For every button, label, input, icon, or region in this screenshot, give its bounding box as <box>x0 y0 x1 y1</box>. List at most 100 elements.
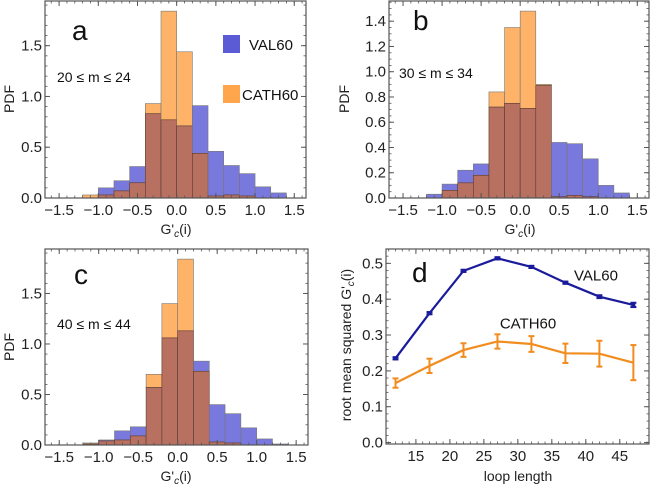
y-tick-label: 0.0 <box>362 435 383 452</box>
x-tick-label: −1.5 <box>388 202 418 219</box>
panel-b-annotation: 30 ≤ m ≤ 34 <box>399 65 473 81</box>
y-tick-label: 1.0 <box>21 88 42 105</box>
x-tick-label: −1.0 <box>427 202 457 219</box>
val60-point <box>597 294 602 299</box>
panel-b: −1.5 −1.0 −0.5 0.0 0.5 1.0 1.5 0.0 0.2 0.4 0.6 0.8 1… <box>336 0 650 240</box>
val60-point <box>495 256 500 261</box>
x-tick-label: 0.0 <box>510 202 531 219</box>
panel-b-bars <box>426 10 630 199</box>
val60-bar <box>473 163 490 176</box>
panel-c-ylabel: PDF <box>1 333 17 361</box>
x-tick-label: −1.0 <box>83 202 113 219</box>
x-tick-label: −1.5 <box>44 449 74 466</box>
panel-a-annotation: 20 ≤ m ≤ 24 <box>57 69 131 85</box>
panel-b-ylabel: PDF <box>336 85 352 113</box>
panel-a-ylabel: PDF <box>1 85 17 113</box>
panel-c-frame <box>44 248 309 446</box>
panel-d: 15 20 25 30 35 40 45 0.0 0.1 0.2 0.3 0.4 0.5 d VAL60… <box>338 248 650 484</box>
overlap-bar <box>504 102 521 199</box>
x-tick-label: 15 <box>408 448 425 465</box>
x-tick-label: 0.5 <box>207 449 228 466</box>
val60-bar <box>223 165 240 196</box>
val60-point <box>393 356 398 361</box>
panel-d-label-val60: VAL60 <box>574 268 618 285</box>
val60-bar <box>113 180 130 192</box>
val60-point <box>563 280 568 285</box>
cath60-bar <box>161 303 178 339</box>
overlap-bar <box>488 106 505 199</box>
panel-d-ticks: 15 20 25 30 35 40 45 0.0 0.1 0.2 0.3 0.4 0.5 <box>362 249 649 465</box>
val60-bar <box>193 360 210 372</box>
y-tick-label: 0.5 <box>362 255 383 272</box>
val60-line <box>394 257 634 359</box>
y-tick-label: 0.6 <box>365 114 386 131</box>
y-tick-label: 0.2 <box>362 363 383 380</box>
val60-bar <box>114 430 131 441</box>
legend-swatch-val60 <box>223 35 240 53</box>
x-tick-label: 1.0 <box>246 449 267 466</box>
panel-a: −1.5 −1.0 −0.5 0.0 0.5 1.0 1.5 0.0 0.5 1.0 1.5 a 2… <box>1 0 307 240</box>
overlap-bar <box>535 85 552 199</box>
overlap-bar <box>161 337 178 446</box>
panel-c-ticks: −1.5 −1.0 −0.5 0.0 0.5 1.0 1.5 0.0 0.5 1.0 1.5 <box>21 249 308 466</box>
val60-bar <box>551 142 568 198</box>
panel-c-xlabel: G'c(i) <box>161 468 192 487</box>
y-tick-label: 0.3 <box>362 327 383 344</box>
x-tick-label: 0.0 <box>166 202 187 219</box>
x-tick-label: 1.0 <box>245 202 266 219</box>
overlap-bar <box>177 330 194 446</box>
panel-d-ylabel: root mean squared G'c(i) <box>338 269 357 421</box>
val60-point <box>631 302 636 307</box>
val60-bar <box>240 427 257 446</box>
panel-b-xlabel: G'c(i) <box>505 221 536 240</box>
x-tick-label: 1.0 <box>588 202 609 219</box>
x-tick-label: 1.5 <box>284 202 305 219</box>
overlap-bar <box>145 387 163 446</box>
cath60-bar <box>145 373 163 388</box>
y-tick-label: 0.4 <box>365 139 386 156</box>
overlap-bar <box>160 119 177 199</box>
overlap-bar <box>145 113 162 199</box>
x-tick-label: 40 <box>577 448 594 465</box>
cath60-bar <box>488 91 505 108</box>
y-tick-label: 0.5 <box>21 386 42 403</box>
legend-label-val60: VAL60 <box>249 37 293 54</box>
val60-bar <box>207 150 225 197</box>
cath60-bar <box>145 103 162 115</box>
y-tick-label: 0.2 <box>365 165 386 182</box>
val60-bar <box>457 169 474 184</box>
panel-d-label-cath60: CATH60 <box>500 316 556 333</box>
overlap-bar <box>193 370 210 446</box>
cath60-bar <box>504 27 521 104</box>
x-tick-label: −0.5 <box>466 202 496 219</box>
val60-bar <box>224 413 242 444</box>
y-tick-label: 1.0 <box>365 64 386 81</box>
panel-c: −1.5 −1.0 −0.5 0.0 0.5 1.0 1.5 0.0 0.5 1.0 1.5 c 4… <box>1 248 309 487</box>
panel-b-letter: b <box>413 5 429 36</box>
panel-a-frame <box>44 0 307 199</box>
y-tick-label: 0.0 <box>21 437 42 454</box>
panel-c-annotation: 40 ≤ m ≤ 44 <box>57 316 131 332</box>
panel-a-xlabel: G'c(i) <box>161 221 192 240</box>
cath60-line <box>395 340 634 385</box>
y-tick-label: 0.5 <box>21 139 42 156</box>
panel-b-ticks: −1.5 −1.0 −0.5 0.0 0.5 1.0 1.5 0.0 0.2 0.4 0.6 0.8 1… <box>365 1 649 219</box>
val60-point <box>427 311 432 316</box>
val60-bar <box>129 426 147 437</box>
y-tick-label: 1.5 <box>21 38 42 55</box>
x-tick-label: −1.5 <box>44 202 74 219</box>
panel-d-lines <box>392 256 637 389</box>
cath60-bar <box>519 10 537 109</box>
x-tick-label: 0.5 <box>549 202 570 219</box>
y-tick-label: 0.0 <box>21 190 42 207</box>
x-tick-label: 1.5 <box>627 202 648 219</box>
y-tick-label: 1.2 <box>365 38 386 55</box>
legend: VAL60 CATH60 <box>223 35 298 104</box>
overlap-bar <box>192 153 209 199</box>
y-tick-label: 0.1 <box>362 399 383 416</box>
cath60-bar <box>176 51 193 127</box>
panel-a-ticks: −1.5 −1.0 −0.5 0.0 0.5 1.0 1.5 0.0 0.5 1.0 1.5 <box>21 1 306 219</box>
val60-bar <box>129 166 146 184</box>
val60-bar <box>582 158 599 198</box>
x-tick-label: 25 <box>476 448 493 465</box>
